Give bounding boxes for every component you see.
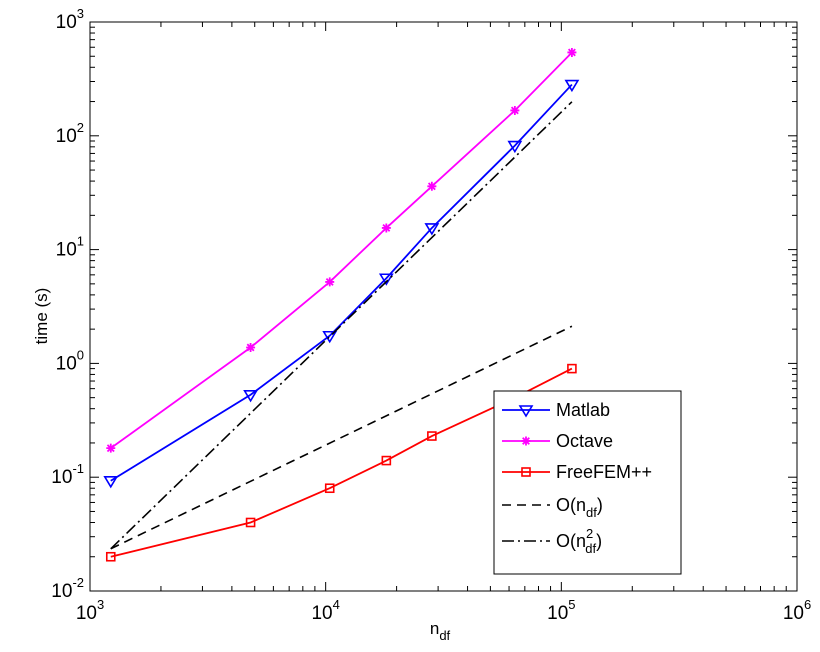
data-point (246, 342, 256, 352)
x-tick-label: 103 (76, 597, 104, 624)
series-1 (106, 47, 577, 453)
legend-label: FreeFEM++ (556, 462, 652, 482)
y-axis-label: time (s) (32, 288, 51, 345)
legend-label: O(ndf) (556, 495, 603, 520)
data-point (378, 273, 394, 286)
x-axis-label-base: n (430, 619, 439, 638)
data-point (564, 79, 580, 93)
data-point (427, 181, 437, 191)
data-point (427, 431, 437, 441)
data-point (567, 47, 577, 57)
data-point (245, 517, 256, 528)
data-point (567, 363, 577, 374)
legend-label: O(n2 df) (556, 526, 602, 556)
data-point (381, 455, 392, 466)
legend-marker (521, 436, 531, 446)
data-point (103, 475, 119, 489)
y-tick-label: 10-2 (51, 575, 84, 602)
series-line (110, 83, 573, 482)
y-tick-label: 102 (56, 120, 84, 147)
data-point (381, 223, 391, 233)
data-point (424, 223, 440, 236)
data-point (510, 105, 520, 115)
y-tick-label: 100 (56, 347, 84, 374)
y-tick-label: 10-1 (51, 461, 84, 488)
series-0 (103, 79, 580, 489)
x-axis-label: ndf (430, 619, 451, 643)
data-point (507, 140, 523, 154)
x-tick-label: 105 (547, 597, 575, 624)
legend-marker (518, 405, 534, 418)
y-tick-label: 101 (56, 234, 84, 261)
series-3 (110, 325, 573, 550)
legend-marker (521, 467, 531, 477)
x-axis-label-sub: df (439, 628, 450, 643)
y-tick-label: 103 (56, 6, 84, 33)
data-point (243, 389, 259, 403)
data-point (325, 277, 335, 287)
x-tick-label: 106 (783, 597, 811, 624)
series-line (110, 325, 573, 550)
data-point (106, 443, 116, 453)
data-point (322, 330, 338, 344)
data-point (105, 551, 116, 562)
plot-area (89, 21, 798, 592)
legend-box (493, 390, 682, 575)
x-tick-label: 104 (311, 597, 339, 624)
legend-label: Octave (556, 431, 613, 451)
series-4 (110, 101, 573, 550)
legend-label: Matlab (556, 400, 610, 420)
data-point (324, 483, 335, 494)
series-line (110, 101, 573, 550)
